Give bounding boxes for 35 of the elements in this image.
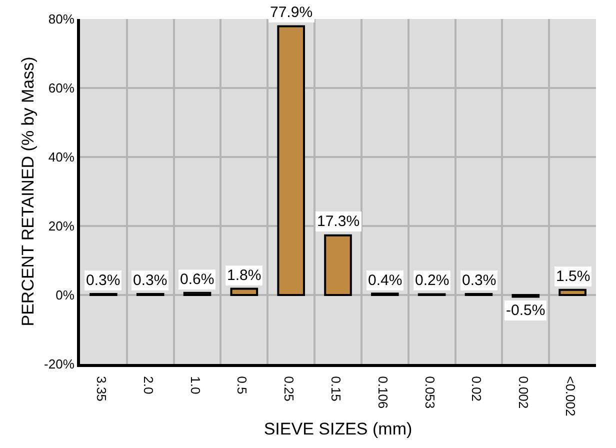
bar bbox=[183, 292, 212, 296]
data-label: 1.5% bbox=[556, 268, 590, 285]
x-tick-label: 0.053 bbox=[422, 376, 438, 409]
x-tick-label: <0.002 bbox=[563, 376, 578, 416]
data-label: 0.3% bbox=[462, 272, 496, 289]
y-tick-label: 60% bbox=[48, 80, 75, 96]
bar bbox=[277, 25, 305, 296]
x-tick-label: 3.35 bbox=[94, 376, 109, 402]
x-tick-label: 0.25 bbox=[282, 376, 297, 402]
data-label: 77.9% bbox=[270, 4, 313, 21]
data-label: 0.3% bbox=[133, 272, 168, 289]
data-label: 0.6% bbox=[180, 271, 214, 288]
y-axis-title: PERCENT RETAINED (% by Mass) bbox=[18, 56, 38, 326]
x-tick-label: 0.106 bbox=[375, 376, 390, 409]
data-label: 0.3% bbox=[86, 272, 120, 289]
x-tick-label: 0.002 bbox=[516, 376, 532, 409]
data-label: 1.8% bbox=[227, 267, 262, 284]
x-tick-label: 0.15 bbox=[328, 376, 344, 402]
x-tick-label: 1.0 bbox=[188, 376, 203, 394]
x-tick-label: 0.5 bbox=[234, 376, 250, 394]
x-axis-title: SIEVE SIZES (mm) bbox=[264, 420, 412, 439]
y-tick-label: 20% bbox=[48, 218, 75, 234]
x-tick-label: 0.02 bbox=[469, 376, 484, 402]
data-label: 0.2% bbox=[415, 272, 450, 289]
data-label: 17.3% bbox=[317, 213, 360, 230]
y-tick-label: 0% bbox=[56, 288, 75, 303]
y-tick-label: 80% bbox=[48, 12, 75, 27]
x-tick-label: 2.0 bbox=[140, 376, 156, 394]
data-label: 0.4% bbox=[368, 272, 402, 289]
bar bbox=[324, 234, 352, 296]
bar bbox=[558, 288, 586, 296]
data-label: -0.5% bbox=[506, 302, 546, 319]
y-tick-label: 40% bbox=[48, 150, 75, 165]
y-tick-label: -20% bbox=[44, 356, 75, 372]
bar bbox=[230, 288, 258, 296]
